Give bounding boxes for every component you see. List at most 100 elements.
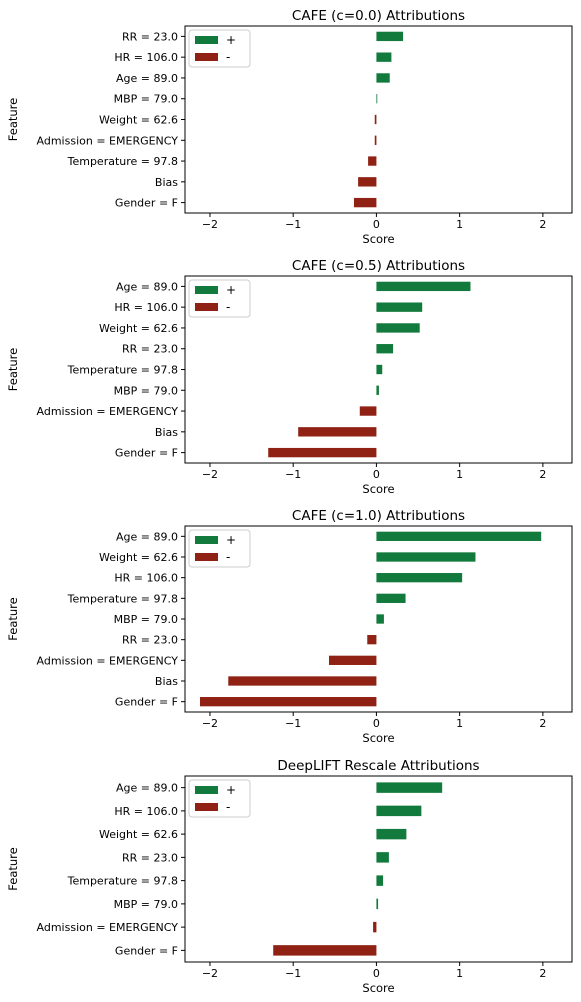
- y-tick-label: RR = 23.0: [122, 634, 178, 647]
- y-tick-label: MBP = 79.0: [114, 898, 178, 911]
- y-tick-label: Admission = EMERGENCY: [37, 654, 179, 667]
- bar: [376, 805, 422, 817]
- y-axis-label: Feature: [6, 98, 20, 141]
- y-tick-label: Admission = EMERGENCY: [37, 405, 179, 418]
- plot-frame: [184, 25, 573, 214]
- legend: +-: [188, 29, 251, 68]
- bar: [353, 197, 377, 208]
- legend-swatch-negative: [195, 803, 218, 811]
- plot-frame: [184, 525, 573, 713]
- legend-label-positive: +: [226, 283, 236, 297]
- legend-label-negative: -: [226, 550, 230, 564]
- legend-swatch-positive: [195, 786, 218, 794]
- chart-panel-1: CAFE (c=0.0) Attributions RR = 23.0 HR = 1…: [6, 8, 573, 246]
- legend: +-: [188, 779, 251, 818]
- y-tick-label: Temperature = 97.8: [67, 364, 178, 377]
- bar: [376, 531, 542, 541]
- x-tick-label: 2: [539, 717, 546, 730]
- bar: [374, 135, 377, 145]
- bar: [376, 385, 379, 395]
- y-tick-label: Temperature = 97.8: [67, 592, 178, 605]
- bar: [376, 852, 389, 863]
- bar: [376, 281, 471, 292]
- x-axis-label: Score: [362, 232, 394, 246]
- bar: [376, 302, 423, 312]
- legend-swatch-positive: [195, 36, 218, 44]
- bar: [376, 73, 390, 83]
- y-tick-label: Gender = F: [115, 447, 178, 460]
- x-tick-label: 0: [373, 468, 380, 481]
- legend-swatch-negative: [195, 303, 218, 311]
- bar: [376, 614, 384, 624]
- y-tick-label: HR = 106.0: [114, 51, 178, 64]
- chart-panel-2: CAFE (c=0.5) Attributions Age = 89.0 HR = …: [6, 258, 573, 496]
- x-tick-label: −1: [285, 717, 301, 730]
- x-tick-label: 1: [456, 967, 463, 980]
- bar: [376, 875, 384, 886]
- y-tick-label: Bias: [155, 675, 178, 688]
- bar: [376, 552, 476, 562]
- x-tick-label: 0: [373, 218, 380, 231]
- y-tick-label: Gender = F: [115, 944, 178, 957]
- legend-box: [188, 779, 251, 818]
- y-tick-label: RR = 23.0: [122, 343, 178, 356]
- x-tick-label: 2: [539, 218, 546, 231]
- bar: [376, 94, 378, 104]
- bar: [359, 406, 377, 416]
- bar: [368, 156, 377, 166]
- y-axis-label: Feature: [6, 348, 20, 391]
- y-tick-label: Age = 89.0: [116, 530, 178, 543]
- chart-title: DeepLIFT Rescale Attributions: [277, 758, 479, 774]
- y-tick-label: Weight = 62.6: [99, 322, 178, 335]
- y-tick-label: Bias: [155, 176, 178, 189]
- x-tick-label: 1: [456, 218, 463, 231]
- x-tick-label: 2: [539, 967, 546, 980]
- legend-swatch-negative: [195, 53, 218, 61]
- chart-panel-3: CAFE (c=1.0) Attributions Age = 89.0 Weigh…: [6, 508, 573, 745]
- y-tick-label: Temperature = 97.8: [67, 155, 178, 168]
- x-tick-label: −1: [285, 967, 301, 980]
- plot-frame: [184, 775, 573, 963]
- legend-swatch-positive: [195, 286, 218, 294]
- y-tick-label: RR = 23.0: [122, 851, 178, 864]
- bar: [376, 898, 379, 910]
- x-tick-label: −1: [285, 468, 301, 481]
- x-axis-label: Score: [362, 731, 394, 745]
- y-tick-label: RR = 23.0: [122, 30, 178, 43]
- y-tick-label: Age = 89.0: [116, 280, 178, 293]
- bar: [376, 573, 463, 583]
- y-tick-label: Weight = 62.6: [99, 551, 178, 564]
- legend-swatch-positive: [195, 536, 218, 544]
- y-tick-label: MBP = 79.0: [114, 93, 178, 106]
- x-tick-label: 1: [456, 468, 463, 481]
- y-axis-label: Feature: [6, 597, 20, 640]
- legend-label-positive: +: [226, 533, 236, 547]
- y-tick-label: Weight = 62.6: [99, 114, 178, 127]
- legend-box: [188, 529, 251, 568]
- bar: [367, 635, 377, 645]
- bar: [376, 782, 443, 793]
- bar: [298, 427, 377, 437]
- legend-box: [188, 279, 251, 318]
- bar: [328, 655, 377, 665]
- y-tick-label: MBP = 79.0: [114, 384, 178, 397]
- legend-label-negative: -: [226, 300, 230, 314]
- y-tick-label: Temperature = 97.8: [67, 875, 178, 888]
- chart-title: CAFE (c=1.0) Attributions: [292, 508, 465, 524]
- y-tick-label: Gender = F: [115, 197, 178, 210]
- y-tick-label: HR = 106.0: [114, 572, 178, 585]
- x-tick-label: −2: [202, 967, 218, 980]
- x-axis-label: Score: [362, 981, 394, 995]
- y-tick-label: Bias: [155, 426, 178, 439]
- x-tick-label: −1: [285, 218, 301, 231]
- legend-label-positive: +: [226, 33, 236, 47]
- bar: [376, 593, 406, 603]
- y-tick-label: Gender = F: [115, 696, 178, 709]
- y-tick-label: Age = 89.0: [116, 72, 178, 85]
- y-tick-label: Weight = 62.6: [99, 828, 178, 841]
- bar: [376, 828, 407, 840]
- chart-panel-4: DeepLIFT Rescale Attributions Age = 89.0 H…: [6, 758, 573, 995]
- bar: [376, 52, 392, 62]
- bar: [199, 697, 377, 707]
- bar: [228, 676, 377, 686]
